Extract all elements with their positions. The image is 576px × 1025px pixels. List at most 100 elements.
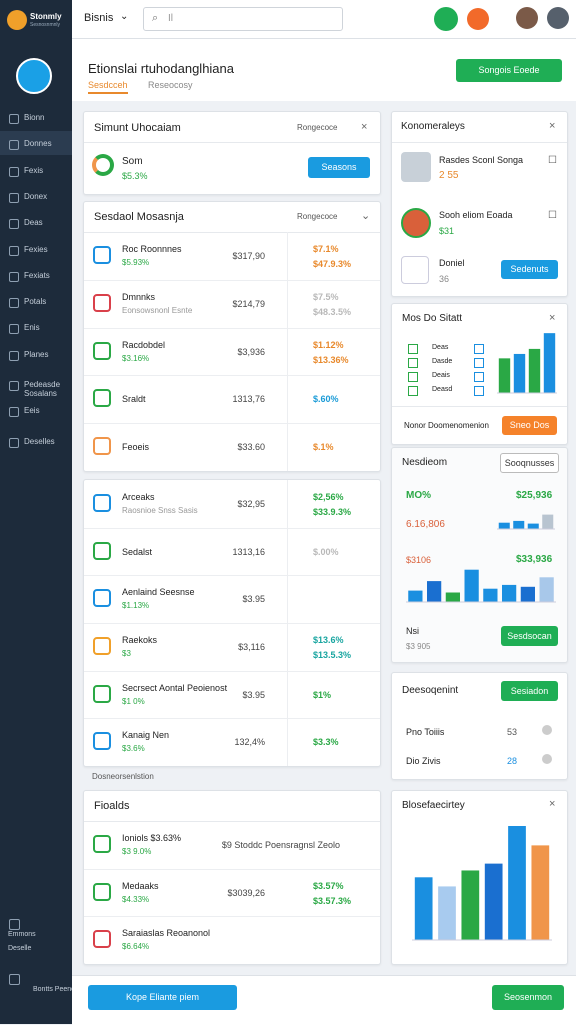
button[interactable]: Seosenmon [492, 985, 564, 1010]
row-pct2: $13.36% [313, 354, 349, 365]
nav-icon [9, 974, 20, 985]
row-pct: $.1% [313, 442, 334, 453]
item-title: Sooh eliom Eoada [439, 210, 513, 220]
bar [414, 877, 433, 940]
panel-title: Konomeraleys [401, 121, 465, 132]
row-value: $3,936 [237, 346, 265, 357]
bar [520, 586, 535, 602]
button[interactable]: Sooqnusses [500, 453, 559, 473]
close-icon[interactable]: × [549, 120, 556, 132]
close-icon[interactable]: × [549, 312, 556, 324]
toggle[interactable] [542, 725, 552, 735]
row-divider [84, 916, 380, 918]
button[interactable]: Sesiadon [501, 681, 558, 701]
dropdown-caret[interactable]: ⌄ [120, 11, 129, 22]
nav-icon [9, 298, 19, 309]
nav-icon [9, 437, 19, 448]
row-value: 53 [507, 727, 518, 737]
tab[interactable]: Reseocosy [148, 80, 193, 90]
legend-label: Deas [432, 344, 449, 351]
icon [401, 152, 431, 182]
item-title: Doniel [439, 258, 465, 268]
legend-label: Dasde [432, 358, 453, 365]
row-value: 132,4% [234, 737, 265, 748]
search-box[interactable]: ⌕ Il [143, 7, 343, 31]
close-icon[interactable]: × [549, 798, 556, 810]
row-value: $3.95 [242, 594, 265, 605]
row-value: 1313,16 [232, 546, 265, 557]
row-title: Dmnnks [122, 291, 156, 302]
legend-swatch [408, 358, 418, 368]
row-pct2: $13.5.3% [313, 649, 352, 660]
row-icon [93, 636, 111, 655]
bar [542, 514, 554, 529]
panel-title: Deesoqenint [402, 685, 459, 696]
icon-button[interactable] [467, 8, 489, 30]
bar [445, 592, 460, 602]
bar [539, 577, 554, 602]
panel: Mos Do Sitatt × Nonor Doomenomenion Sneo… [391, 303, 568, 445]
nav-item: Fexis [24, 165, 44, 175]
row-sub: $3.16% [122, 353, 150, 363]
nav-item: Bontts Peenos [33, 986, 79, 993]
row-pct: $7.1% [313, 243, 339, 254]
row-title: Racdobdel [122, 339, 166, 350]
row-pct: $7.5% [313, 291, 339, 302]
row-title: Raekoks [122, 634, 158, 645]
panel-title: Blosefaecirtey [402, 800, 465, 811]
divider [392, 406, 567, 407]
panel: Sesdaol Mosasnja Rongecoce ⌄ Roc Roonnne… [83, 201, 381, 472]
row-value: $317,90 [232, 250, 265, 261]
icon-button[interactable] [434, 7, 458, 31]
row-title: Pno Toiiis [406, 727, 445, 737]
row-value: $3.95 [242, 689, 265, 700]
nav-icon [9, 245, 19, 256]
row-divider [84, 327, 380, 329]
row-divider [84, 623, 380, 624]
panel-header [84, 202, 380, 233]
bar [527, 523, 539, 529]
panel-title: Mos Do Sitatt [402, 313, 463, 324]
bar-chart [406, 569, 556, 603]
bar [438, 886, 456, 940]
bar [543, 333, 556, 393]
row-icon [93, 834, 111, 853]
row-value: $3,116 [238, 641, 265, 652]
button[interactable]: Kope Eliante piem [88, 985, 237, 1010]
row-icon [93, 493, 111, 512]
button[interactable]: Sedenuts [501, 260, 558, 279]
row-icon [93, 930, 111, 949]
page-header: Etionslai rtuhodanglhiana Sesdcceh Reseo… [72, 39, 576, 101]
panel-action[interactable]: Rongecoce [297, 123, 338, 132]
toggle[interactable] [542, 754, 552, 764]
panel-action[interactable]: Rongecoce [297, 212, 338, 221]
button[interactable]: Seasons [308, 157, 370, 178]
row-sub: $6.64% [122, 942, 150, 952]
panel: Fioalds Ioniols $3.63% $3 9.0% $9 Stoddc P… [83, 790, 381, 965]
search-icon: ⌕ [152, 12, 159, 24]
button[interactable]: Sneo Dos [502, 416, 557, 435]
button[interactable]: Sesdsocan [501, 626, 558, 646]
expand-icon[interactable]: ⌄ [361, 210, 371, 222]
bar [513, 520, 525, 529]
checkbox[interactable]: ☐ [548, 210, 557, 221]
bar [498, 522, 510, 529]
legend-swatch [408, 372, 418, 382]
close-icon[interactable]: × [361, 121, 368, 133]
user-avatar[interactable] [516, 7, 538, 29]
user-avatar[interactable] [547, 7, 569, 29]
tab[interactable]: Sesdcceh [88, 80, 128, 94]
row-value: 28 [507, 756, 518, 766]
header-button[interactable]: Songois Eoede [456, 59, 562, 82]
row-divider [84, 375, 380, 377]
row-icon [93, 541, 111, 560]
legend-swatch [474, 358, 484, 368]
panel-header [392, 112, 567, 143]
nav-icon [9, 140, 19, 151]
row-title: Saraiaslas Reoanonol [122, 928, 211, 939]
row-divider [84, 279, 380, 281]
workspace[interactable]: Bisnis [84, 12, 114, 24]
bar [498, 358, 511, 393]
nav-item: Eeis [24, 406, 40, 416]
checkbox[interactable]: ☐ [548, 155, 557, 166]
